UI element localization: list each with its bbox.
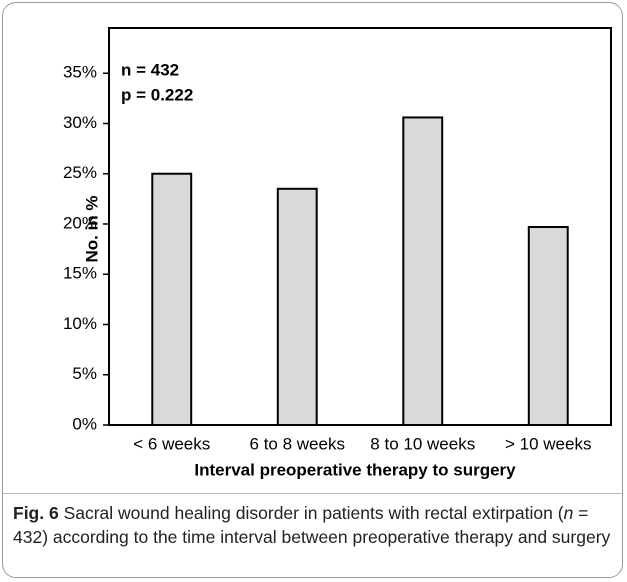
plot-frame: [108, 27, 612, 426]
separator: [3, 493, 622, 494]
y-tick-label: 25%: [63, 163, 97, 182]
x-tick-label: > 10 weeks: [505, 434, 591, 453]
x-axis-label: Interval preoperative therapy to surgery: [194, 460, 516, 479]
y-tick-label: 10%: [63, 314, 97, 333]
y-tick-label: 30%: [63, 113, 97, 132]
chart: Interval preoperative therapy to surgery…: [63, 27, 612, 479]
x-tick-label: 8 to 10 weeks: [370, 434, 475, 453]
x-tick-label: < 6 weeks: [133, 434, 210, 453]
bar: [527, 226, 569, 426]
caption-text: = 432) according to the time interval be…: [13, 503, 611, 547]
caption-text: n: [563, 503, 574, 523]
x-tick-label: 6 to 8 weeks: [250, 434, 345, 453]
bar: [402, 116, 444, 427]
caption-text: Sacral wound healing disorder in patient…: [58, 503, 564, 523]
bar: [276, 187, 318, 426]
caption: Fig. 6 Sacral wound healing disorder in …: [13, 501, 613, 549]
annotation: n = 432: [121, 60, 179, 79]
bar: [151, 172, 193, 426]
caption-label: Fig. 6: [13, 503, 59, 523]
y-tick-label: 0%: [72, 414, 97, 433]
y-axis-label: No. in %: [82, 195, 101, 262]
y-tick-label: 35%: [63, 63, 97, 82]
annotation: p = 0.222: [121, 85, 193, 104]
y-tick-label: 20%: [63, 213, 97, 232]
y-tick-label: 5%: [72, 364, 97, 383]
y-tick-label: 15%: [63, 264, 97, 283]
